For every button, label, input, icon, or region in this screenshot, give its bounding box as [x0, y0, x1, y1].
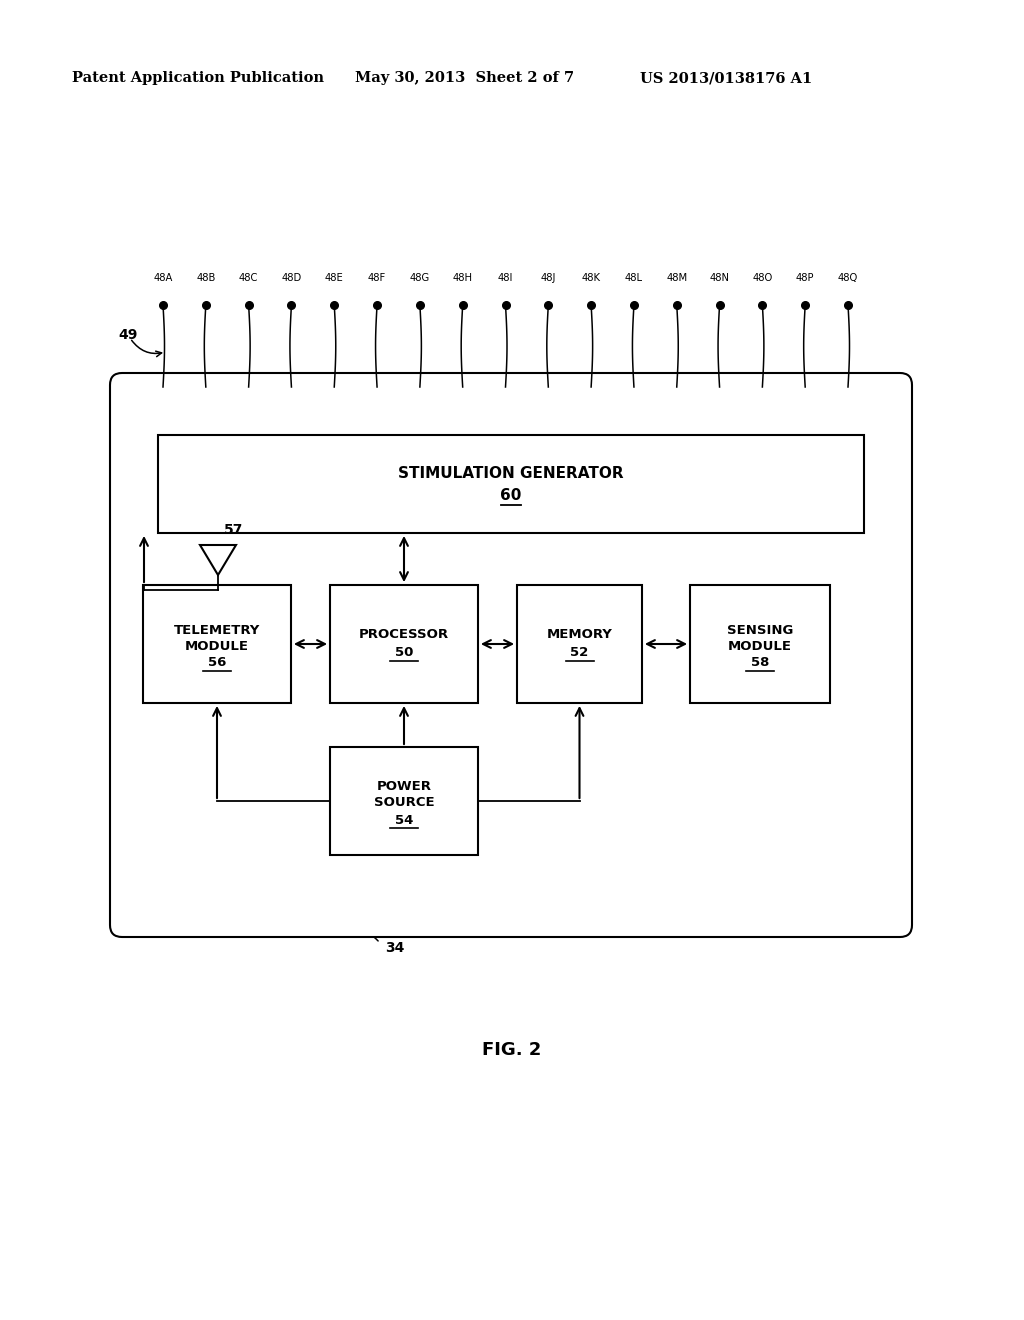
Text: 48B: 48B — [197, 273, 215, 282]
Text: MODULE: MODULE — [185, 639, 249, 652]
Text: 48F: 48F — [368, 273, 386, 282]
Text: 56: 56 — [208, 656, 226, 669]
Text: 48N: 48N — [710, 273, 729, 282]
Text: 48I: 48I — [498, 273, 513, 282]
FancyBboxPatch shape — [690, 585, 830, 704]
Text: 58: 58 — [751, 656, 769, 669]
Text: 49: 49 — [118, 327, 137, 342]
FancyBboxPatch shape — [158, 436, 864, 533]
Text: 48J: 48J — [541, 273, 556, 282]
Text: 48P: 48P — [796, 273, 814, 282]
Text: 52: 52 — [570, 647, 589, 660]
Text: May 30, 2013  Sheet 2 of 7: May 30, 2013 Sheet 2 of 7 — [355, 71, 574, 84]
Text: 48G: 48G — [410, 273, 430, 282]
Text: 54: 54 — [395, 813, 414, 826]
Text: 48A: 48A — [154, 273, 173, 282]
Text: 48M: 48M — [667, 273, 687, 282]
Text: 57: 57 — [224, 523, 244, 537]
FancyBboxPatch shape — [110, 374, 912, 937]
Text: 48L: 48L — [625, 273, 643, 282]
Text: FIG. 2: FIG. 2 — [482, 1041, 542, 1059]
Text: 48C: 48C — [239, 273, 258, 282]
FancyBboxPatch shape — [143, 585, 291, 704]
Text: TELEMETRY: TELEMETRY — [174, 623, 260, 636]
Text: PROCESSOR: PROCESSOR — [359, 628, 450, 642]
Text: 34: 34 — [385, 941, 404, 954]
FancyArrowPatch shape — [132, 341, 162, 356]
Text: 60: 60 — [501, 488, 521, 503]
Text: SOURCE: SOURCE — [374, 796, 434, 809]
Text: STIMULATION GENERATOR: STIMULATION GENERATOR — [398, 466, 624, 482]
Text: MEMORY: MEMORY — [547, 628, 612, 642]
FancyBboxPatch shape — [517, 585, 642, 704]
FancyArrowPatch shape — [335, 920, 378, 941]
Text: 48K: 48K — [582, 273, 601, 282]
FancyBboxPatch shape — [330, 747, 478, 855]
Text: POWER: POWER — [377, 780, 431, 793]
Text: 48Q: 48Q — [838, 273, 858, 282]
Text: US 2013/0138176 A1: US 2013/0138176 A1 — [640, 71, 812, 84]
Text: MODULE: MODULE — [728, 639, 792, 652]
Text: 48O: 48O — [753, 273, 772, 282]
Text: SENSING: SENSING — [727, 623, 794, 636]
Text: 48D: 48D — [282, 273, 301, 282]
Text: 50: 50 — [395, 647, 414, 660]
Text: 48H: 48H — [453, 273, 473, 282]
Text: 48E: 48E — [325, 273, 344, 282]
Text: Patent Application Publication: Patent Application Publication — [72, 71, 324, 84]
FancyBboxPatch shape — [330, 585, 478, 704]
